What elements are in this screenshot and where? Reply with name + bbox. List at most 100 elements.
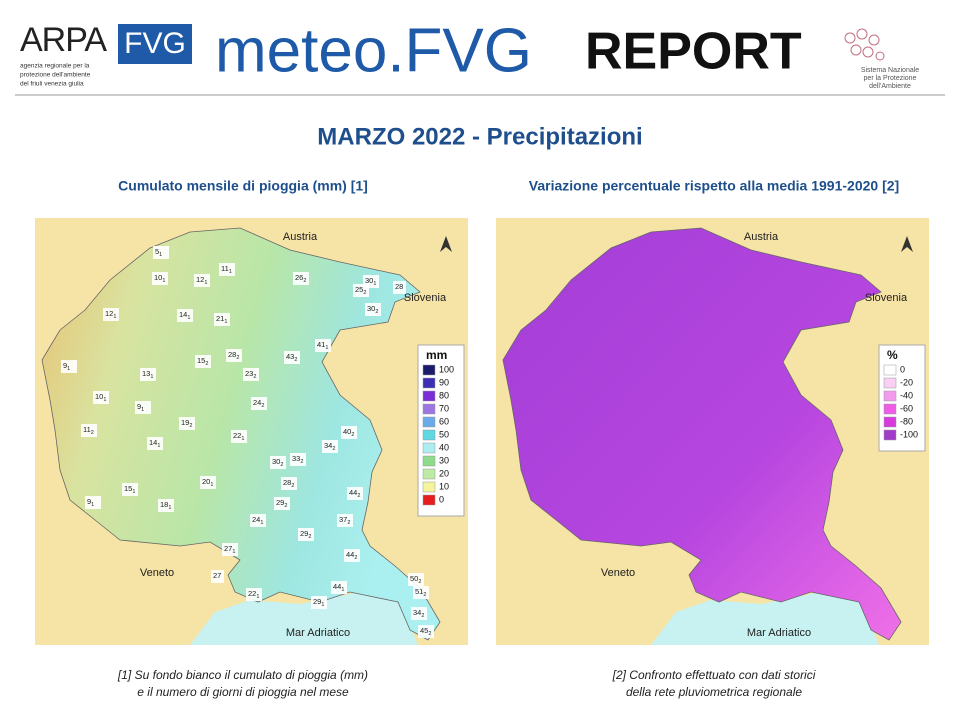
place-label: Veneto bbox=[601, 567, 635, 579]
station-label: 221 bbox=[233, 431, 244, 442]
station-value: 12 bbox=[196, 275, 204, 284]
station-label: 201 bbox=[202, 477, 213, 488]
place-label: Austria bbox=[283, 231, 318, 243]
station-box bbox=[61, 360, 77, 373]
station-days: 1 bbox=[150, 374, 153, 380]
station-box bbox=[103, 308, 119, 321]
station-value: 26 bbox=[295, 273, 303, 282]
legend-label: 40 bbox=[439, 442, 449, 452]
station-label: 141 bbox=[179, 310, 190, 321]
footnote: [2] Confronto effettuato con dati storic… bbox=[612, 668, 816, 682]
station-box bbox=[140, 368, 156, 381]
station-label: 411 bbox=[317, 340, 328, 351]
station-value: 25 bbox=[355, 285, 363, 294]
station-days: 2 bbox=[423, 592, 426, 598]
station-box bbox=[85, 496, 101, 509]
station-label: 27 bbox=[213, 571, 221, 580]
map-variation: Austria Slovenia Veneto Mar Adriatico%0 -20 -… bbox=[496, 218, 929, 645]
legend-label: 50 bbox=[439, 429, 449, 439]
footnote: [1] Su fondo bianco il cumulato di piogg… bbox=[117, 668, 368, 682]
station-value: 11 bbox=[221, 264, 229, 273]
station-label: 101 bbox=[95, 392, 106, 403]
station-value: 10 bbox=[154, 273, 162, 282]
station-value: 22 bbox=[233, 431, 241, 440]
station-days: 1 bbox=[132, 489, 135, 495]
station-value: 13 bbox=[142, 369, 150, 378]
north-arrow bbox=[440, 236, 452, 252]
station-value: 51 bbox=[415, 587, 423, 596]
station-value: 28 bbox=[228, 350, 236, 359]
station-value: 30 bbox=[272, 457, 280, 466]
station-days: 2 bbox=[421, 613, 424, 619]
station-label: 292 bbox=[300, 529, 311, 540]
station-days: 1 bbox=[256, 594, 259, 600]
station-days: 1 bbox=[224, 319, 227, 325]
station-label: 151 bbox=[124, 484, 135, 495]
station-label: 291 bbox=[313, 597, 324, 608]
legend-swatch bbox=[422, 442, 436, 454]
station-box bbox=[214, 313, 230, 326]
station-value: 12 bbox=[105, 309, 113, 318]
station-value: 10 bbox=[95, 392, 103, 401]
legend-swatch bbox=[883, 416, 897, 428]
station-label: 242 bbox=[253, 398, 264, 409]
station-label: 512 bbox=[415, 587, 426, 598]
station-value: 37 bbox=[339, 515, 347, 524]
legend-swatch bbox=[422, 377, 436, 389]
station-label: 121 bbox=[105, 309, 116, 320]
station-days: 2 bbox=[357, 493, 360, 499]
station-label: 51 bbox=[155, 247, 162, 258]
station-label: 282 bbox=[283, 478, 294, 489]
station-days: 2 bbox=[261, 403, 264, 409]
station-box bbox=[152, 272, 168, 285]
station-box bbox=[270, 456, 286, 469]
station-box bbox=[200, 476, 216, 489]
legend-swatch bbox=[883, 390, 897, 402]
station-days: 1 bbox=[373, 281, 376, 287]
station-days: 1 bbox=[67, 366, 70, 372]
legend-label: -100 bbox=[900, 429, 918, 439]
station-value: 50 bbox=[410, 574, 418, 583]
header: ARPA FVG agenzia regionale per la protez… bbox=[15, 16, 945, 96]
station-box bbox=[331, 581, 347, 594]
station-value: 5 bbox=[155, 247, 159, 256]
station-days: 1 bbox=[113, 314, 116, 320]
station-value: 29 bbox=[300, 529, 308, 538]
legend-label: 80 bbox=[439, 390, 449, 400]
logo-fvg: FVG bbox=[124, 27, 186, 60]
station-box bbox=[341, 426, 357, 439]
station-box bbox=[153, 246, 169, 259]
station-label: 28 bbox=[395, 282, 403, 291]
station-label: 432 bbox=[286, 352, 297, 363]
station-value: 40 bbox=[343, 427, 351, 436]
station-days: 2 bbox=[91, 430, 94, 436]
station-days: 2 bbox=[363, 290, 366, 296]
station-label: 441 bbox=[333, 582, 344, 593]
station-box bbox=[322, 440, 338, 453]
station-value: 18 bbox=[160, 500, 168, 509]
station-box bbox=[179, 417, 195, 430]
station-label: 91 bbox=[63, 361, 70, 372]
north-arrow bbox=[901, 236, 913, 252]
station-box bbox=[413, 586, 429, 599]
legend-swatch bbox=[422, 390, 436, 402]
station-box bbox=[122, 483, 138, 496]
subtitle: Cumulato mensile di pioggia (mm) [1] bbox=[118, 178, 368, 194]
station-box bbox=[226, 349, 242, 362]
station-days: 1 bbox=[260, 520, 263, 526]
station-days: 2 bbox=[418, 579, 421, 585]
station-value: 9 bbox=[87, 497, 91, 506]
station-label: 91 bbox=[137, 402, 144, 413]
legend-swatch bbox=[422, 481, 436, 493]
station-value: 34 bbox=[324, 441, 332, 450]
station-label: 141 bbox=[149, 438, 160, 449]
station-days: 2 bbox=[375, 309, 378, 315]
station-box bbox=[219, 263, 235, 276]
station-value: 29 bbox=[276, 498, 284, 507]
report: REPORT bbox=[585, 23, 802, 81]
station-value: 44 bbox=[333, 582, 341, 591]
station-value: 20 bbox=[202, 477, 210, 486]
station-value: 21 bbox=[216, 314, 224, 323]
